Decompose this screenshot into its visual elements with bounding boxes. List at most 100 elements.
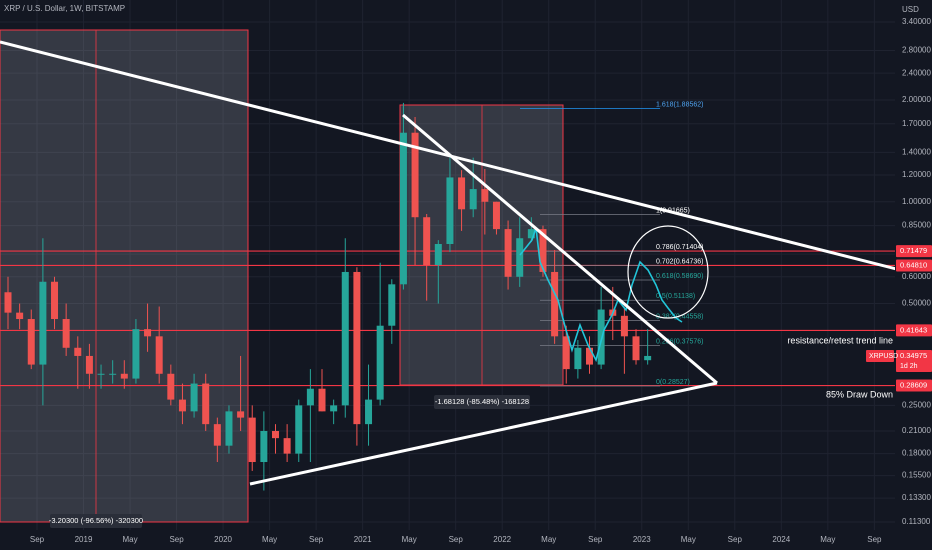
symbol-badge	[866, 350, 894, 363]
candle-body	[120, 373, 128, 379]
candle-body	[306, 388, 314, 406]
y-tick-label: 1.20000	[902, 170, 931, 179]
candle-body	[260, 430, 268, 463]
candle-body	[527, 229, 535, 239]
candle-body	[132, 329, 140, 379]
candle-body	[632, 336, 640, 361]
y-tick-label: 2.80000	[902, 46, 931, 55]
x-tick-label: Sep	[169, 535, 184, 544]
circle	[627, 225, 709, 319]
candle-body	[551, 271, 559, 337]
candle-body	[620, 315, 628, 337]
x-tick-label: 2020	[214, 535, 232, 544]
fib-label: 0.382(0.44558)	[656, 313, 703, 320]
y-tick-label: 0.25000	[902, 400, 931, 409]
candle-body	[318, 388, 326, 412]
chart-title: XRP / U.S. Dollar, 1W, BITSTAMP	[4, 4, 125, 13]
candles	[4, 102, 652, 491]
candle-body	[190, 383, 198, 412]
trend-line	[402, 113, 718, 385]
y-tick-label: 0.21000	[902, 426, 931, 435]
y-tick-label: 2.40000	[902, 68, 931, 77]
last-price: 0.34975	[900, 351, 927, 360]
candle-body	[167, 373, 175, 400]
candle-body	[481, 189, 489, 202]
price-badge	[896, 259, 932, 272]
fib-label: 0.618(0.58690)	[656, 273, 703, 280]
bars-pattern	[519, 227, 683, 363]
trend-line	[249, 381, 718, 486]
fib-label: 0.236(0.37576)	[656, 338, 703, 345]
candle-body	[388, 284, 396, 326]
candle-body	[644, 355, 652, 361]
x-tick-label: 2022	[493, 535, 511, 544]
y-tick-label: 0.50000	[902, 299, 931, 308]
candle-body	[446, 177, 454, 245]
grid	[0, 0, 895, 530]
candle-body	[330, 405, 338, 412]
price-badge	[896, 379, 932, 392]
x-tick-label: Sep	[30, 535, 45, 544]
x-tick-label: May	[122, 535, 137, 544]
x-tick-label: May	[262, 535, 277, 544]
symbol: XRPUSD	[869, 353, 898, 360]
candle-body	[74, 347, 82, 356]
candle-body	[225, 411, 233, 446]
measure-label: -3.20300 (-96.56%) -320300	[49, 516, 143, 525]
y-tick-label: 1.00000	[902, 197, 931, 206]
candle-body	[597, 309, 605, 365]
price-axis	[895, 0, 932, 550]
candle-body	[434, 244, 442, 266]
candle-body	[16, 312, 24, 320]
candle-body	[516, 238, 524, 277]
measure-label-bg	[434, 395, 530, 409]
fib-label: 0.5(0.51138)	[656, 293, 695, 300]
y-tick-label: 0.13300	[902, 493, 931, 502]
fib-label: 0.786(0.71404)	[656, 244, 703, 251]
x-tick-label: Sep	[728, 535, 743, 544]
candle-body	[492, 201, 500, 230]
candle-body	[283, 438, 291, 454]
x-tick-label: May	[820, 535, 835, 544]
candle-body	[423, 217, 431, 266]
candle-body	[562, 336, 570, 370]
annotation: 85% Draw Down	[826, 389, 893, 399]
candle-body	[411, 132, 419, 218]
y-tick-label: 2.00000	[902, 95, 931, 104]
x-tick-label: Sep	[867, 535, 882, 544]
candle-body	[574, 347, 582, 370]
y-tick-label: 0.15500	[902, 471, 931, 480]
fib-label: 0(0.28527)	[656, 379, 690, 386]
x-tick-label: May	[541, 535, 556, 544]
price-label: 0.41643	[900, 325, 927, 334]
price-label: 0.71479	[900, 246, 927, 255]
candle-body	[271, 430, 279, 439]
candle-body	[97, 373, 105, 375]
candle-body	[469, 189, 477, 210]
candle-body	[51, 281, 59, 320]
fib-label: 0.702(0.64736)	[656, 258, 703, 265]
candle-body	[27, 319, 35, 365]
x-tick-label: May	[402, 535, 417, 544]
candle-body	[341, 271, 349, 406]
candle-body	[504, 229, 512, 277]
candle-body	[376, 325, 384, 400]
candle-body	[353, 271, 361, 425]
y-tick-label: 1.70000	[902, 119, 931, 128]
trend-line	[0, 40, 932, 280]
x-tick-label: 2019	[75, 535, 93, 544]
candle-body	[458, 177, 466, 210]
y-tick-label: 0.85000	[902, 221, 931, 230]
y-tick-label: 0.60000	[902, 272, 931, 281]
fib-label: 1.618(1.88562)	[656, 101, 703, 108]
candle-body	[178, 399, 186, 412]
candle-body	[39, 281, 47, 365]
candle-body	[586, 347, 593, 365]
x-tick-label: Sep	[449, 535, 464, 544]
measure-label-bg	[50, 514, 142, 528]
candle-body	[213, 424, 221, 446]
y-tick-label: 0.11300	[902, 517, 931, 526]
measure-label: -1.68128 (-85.48%) -168128	[435, 397, 529, 406]
